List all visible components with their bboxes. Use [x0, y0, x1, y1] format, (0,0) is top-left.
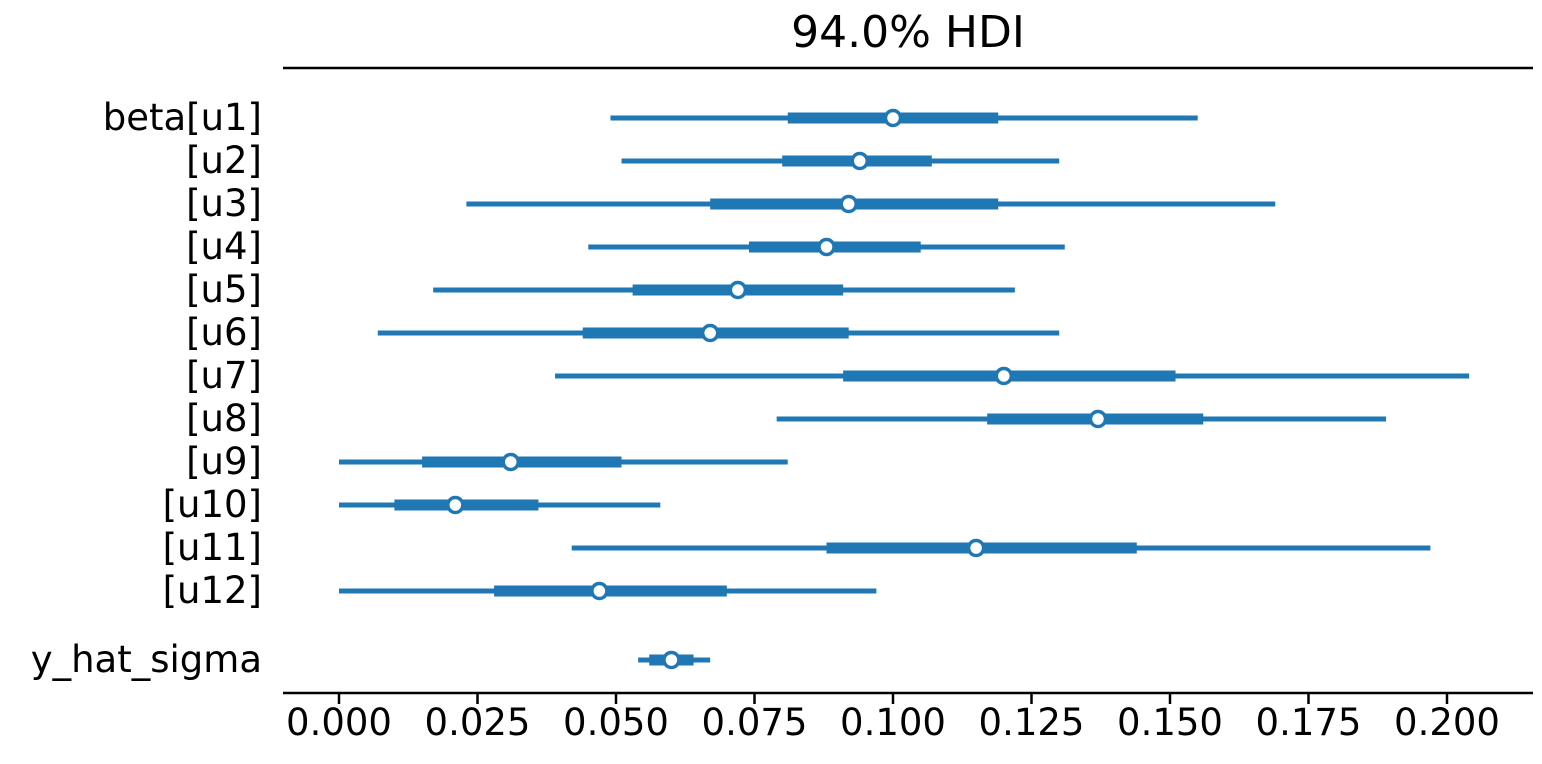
median-dot — [700, 323, 720, 343]
y-tick-label: [u6] — [186, 311, 262, 354]
median-dot — [839, 194, 858, 214]
y-tick-label: [u4] — [186, 225, 262, 268]
y-tick-label: y_hat_sigma — [30, 638, 262, 681]
median-dot — [446, 495, 465, 515]
x-tick-label: 0.100 — [840, 701, 946, 744]
x-tick-label: 0.000 — [286, 701, 392, 744]
y-tick-label: [u11] — [162, 526, 262, 569]
y-tick-label: [u10] — [162, 483, 262, 526]
x-tick-label: 0.075 — [701, 701, 808, 744]
x-tick-label: 0.150 — [1117, 701, 1223, 744]
y-tick-label: beta[u1] — [102, 96, 262, 139]
y-tick-label: [u3] — [186, 182, 262, 225]
median-dot — [728, 280, 748, 300]
x-tick-label: 0.050 — [563, 701, 669, 744]
y-tick-label: [u8] — [186, 397, 262, 440]
y-tick-label: [u5] — [186, 268, 262, 311]
median-dot — [850, 151, 870, 171]
median-dot — [662, 650, 681, 670]
median-dot — [590, 581, 609, 601]
median-dot — [966, 538, 986, 558]
y-tick-label: [u12] — [162, 569, 262, 612]
y-tick-label: [u2] — [186, 139, 262, 182]
y-tick-label: [u9] — [186, 440, 262, 483]
x-tick-label: 0.125 — [978, 701, 1085, 744]
plot-title: 94.0% HDI — [791, 7, 1025, 58]
median-dot — [883, 108, 903, 128]
median-dot — [817, 237, 836, 257]
median-dot — [1088, 409, 1108, 429]
median-dot — [501, 452, 520, 472]
y-tick-label: [u7] — [186, 354, 262, 397]
median-dot — [994, 366, 1014, 386]
x-tick-label: 0.025 — [424, 701, 531, 744]
x-tick-label: 0.200 — [1394, 701, 1500, 744]
x-tick-label: 0.175 — [1255, 701, 1362, 744]
